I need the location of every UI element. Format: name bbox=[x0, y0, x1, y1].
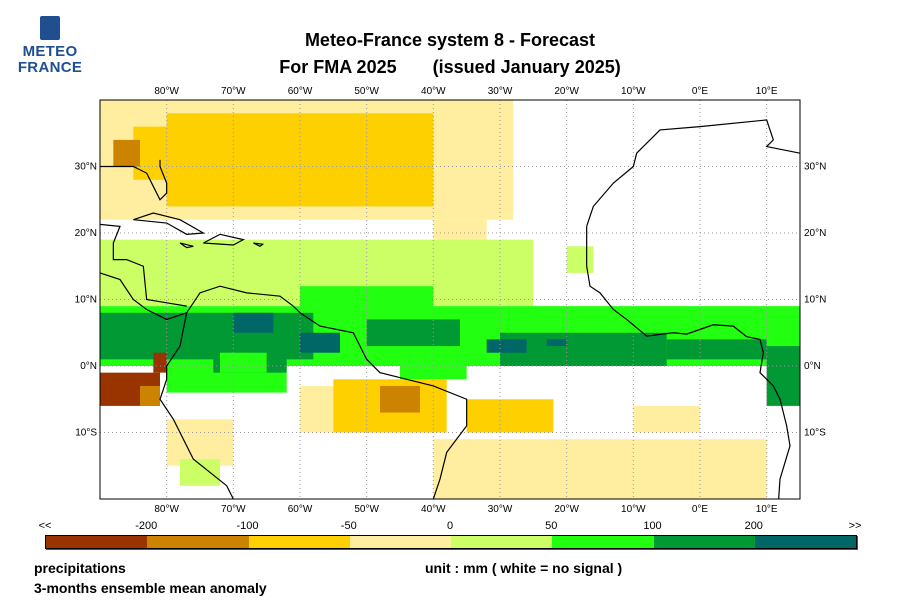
anomaly-cell bbox=[400, 359, 467, 380]
lon-label: 80°W bbox=[154, 504, 179, 515]
unit-label: unit : mm ( white = no signal ) bbox=[425, 560, 623, 576]
anomaly-cell bbox=[366, 319, 460, 347]
lon-label: 50°W bbox=[354, 86, 379, 97]
coastlines bbox=[99, 119, 801, 500]
coastline bbox=[586, 226, 791, 500]
coastline bbox=[100, 159, 168, 201]
colorbar-label: -200 bbox=[135, 520, 158, 532]
lat-label: 10°S bbox=[75, 428, 97, 439]
lon-label: 0°E bbox=[692, 86, 709, 97]
anomaly-cell bbox=[140, 385, 160, 406]
title-line-2: For FMA 2025 (issued January 2025) bbox=[0, 57, 900, 78]
lat-label: 30°N bbox=[804, 162, 826, 173]
anomaly-cell bbox=[233, 312, 274, 333]
lon-label: 30°W bbox=[488, 504, 513, 515]
colorbar-swatch bbox=[552, 536, 654, 548]
lat-label: 0°N bbox=[804, 361, 821, 372]
colorbar-swatch bbox=[451, 536, 553, 548]
colorbar-swatch bbox=[349, 536, 451, 548]
anomaly-fields bbox=[100, 100, 800, 499]
anomaly-cell bbox=[766, 346, 800, 406]
anomaly-cell bbox=[300, 332, 340, 353]
coastline bbox=[159, 312, 234, 500]
lon-label: 50°W bbox=[354, 504, 379, 515]
lat-label: 10°N bbox=[804, 295, 826, 306]
colorbar-swatch bbox=[754, 536, 856, 548]
coastline bbox=[203, 233, 246, 246]
lon-label: 0°E bbox=[692, 504, 709, 515]
lon-label: 70°W bbox=[221, 86, 246, 97]
lon-label: 70°W bbox=[221, 504, 246, 515]
logo-text-2: FRANCE bbox=[17, 59, 83, 76]
colorbar-label: << bbox=[38, 520, 52, 532]
coastline bbox=[586, 119, 801, 227]
colorbar-swatch bbox=[248, 536, 350, 548]
colorbar-swatch bbox=[653, 536, 755, 548]
lon-label: 30°W bbox=[488, 86, 513, 97]
colorbar-label: >> bbox=[848, 520, 862, 532]
lon-label: 40°W bbox=[421, 504, 446, 515]
description-label: 3-months ensemble mean anomaly bbox=[34, 580, 267, 596]
lat-label: 20°N bbox=[804, 228, 826, 239]
lon-label: 10°E bbox=[756, 86, 778, 97]
title-issued: (issued January 2025) bbox=[432, 57, 621, 77]
colorbar-label: 100 bbox=[643, 520, 662, 532]
lat-label: 0°N bbox=[80, 361, 97, 372]
colorbar-label: 50 bbox=[545, 520, 558, 532]
anomaly-cell bbox=[380, 385, 420, 413]
lat-label: 10°S bbox=[804, 428, 826, 439]
lon-label: 40°W bbox=[421, 86, 446, 97]
lon-label: 80°W bbox=[154, 86, 179, 97]
coastline bbox=[253, 242, 265, 248]
lon-label: 60°W bbox=[288, 504, 313, 515]
anomaly-cell bbox=[113, 139, 140, 167]
lon-label: 10°W bbox=[621, 504, 646, 515]
coastline bbox=[99, 272, 187, 321]
colorbar-swatch bbox=[147, 536, 249, 548]
lon-label: 10°E bbox=[756, 504, 778, 515]
coastline bbox=[186, 285, 468, 500]
graticule bbox=[100, 100, 800, 499]
lat-label: 30°N bbox=[75, 162, 97, 173]
axis-labels: 80°W 80°W 70°W 70°W 60°W 60°W 50°W 50°W 40°W 40°W… bbox=[75, 86, 827, 515]
variable-label: precipitations bbox=[34, 560, 126, 576]
anomaly-cell bbox=[546, 339, 567, 347]
lon-label: 20°W bbox=[554, 86, 579, 97]
anomaly-cell bbox=[220, 352, 267, 373]
colorbar-label: 0 bbox=[446, 520, 454, 532]
lon-label: 60°W bbox=[288, 86, 313, 97]
lat-label: 20°N bbox=[75, 228, 97, 239]
colorbar bbox=[45, 535, 857, 549]
colorbar-label: -50 bbox=[340, 520, 357, 532]
colorbar-label: 200 bbox=[744, 520, 763, 532]
anomaly-cell bbox=[466, 399, 554, 433]
lon-label: 10°W bbox=[621, 86, 646, 97]
coastline bbox=[133, 212, 206, 235]
anomaly-cell bbox=[133, 126, 180, 180]
anomaly-cell bbox=[500, 332, 667, 366]
coastline bbox=[99, 223, 187, 307]
anomaly-cell bbox=[153, 352, 167, 373]
anomaly-map: 80°W 80°W 70°W 70°W 60°W 60°W 50°W 50°W 40°W 40°W… bbox=[75, 86, 827, 515]
colorbar-swatch bbox=[46, 536, 148, 548]
anomaly-cell bbox=[566, 246, 594, 273]
lat-label: 10°N bbox=[75, 295, 97, 306]
anomaly-cell bbox=[666, 339, 767, 360]
coastline bbox=[179, 242, 194, 249]
anomaly-cell bbox=[433, 439, 767, 499]
logo-text-1: METEO bbox=[22, 43, 78, 60]
title-line-1: Meteo-France system 8 - Forecast bbox=[304, 30, 596, 50]
colorbar-label: -100 bbox=[236, 520, 259, 532]
anomaly-cell bbox=[633, 405, 700, 433]
lon-label: 20°W bbox=[554, 504, 579, 515]
anomaly-cell bbox=[180, 459, 220, 486]
logo-icon bbox=[40, 16, 60, 40]
map-frame bbox=[99, 99, 801, 500]
anomaly-cell bbox=[486, 339, 527, 353]
meteo-france-logo: METEO FRANCE bbox=[16, 16, 84, 76]
title-period: For FMA 2025 bbox=[279, 57, 397, 77]
